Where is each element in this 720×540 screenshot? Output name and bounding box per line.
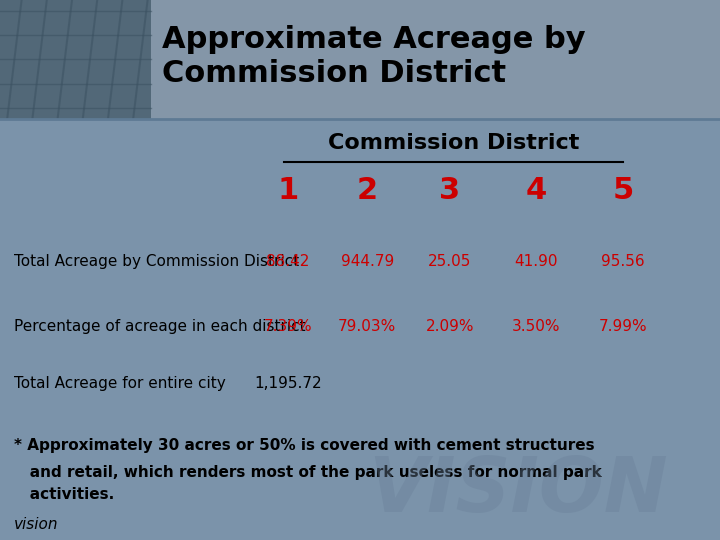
Text: 7.99%: 7.99%	[598, 319, 647, 334]
Text: 95.56: 95.56	[601, 254, 644, 269]
Text: 79.03%: 79.03%	[338, 319, 396, 334]
Text: Total Acreage for entire city: Total Acreage for entire city	[14, 376, 226, 391]
Text: 3.50%: 3.50%	[512, 319, 561, 334]
Text: 1: 1	[277, 176, 299, 205]
Text: Commission District: Commission District	[328, 133, 580, 153]
Text: 7.39%: 7.39%	[264, 319, 312, 334]
Text: 944.79: 944.79	[341, 254, 394, 269]
Text: 41.90: 41.90	[515, 254, 558, 269]
Text: 2.09%: 2.09%	[426, 319, 474, 334]
Bar	[0, 0, 151, 119]
Text: 88.42: 88.42	[266, 254, 310, 269]
Text: 5: 5	[612, 176, 634, 205]
Bar	[0, 0, 720, 119]
Text: * Approximately 30 acres or 50% is covered with cement structures: * Approximately 30 acres or 50% is cover…	[14, 438, 595, 453]
Text: 25.05: 25.05	[428, 254, 472, 269]
Text: 4: 4	[526, 176, 547, 205]
Text: and retail, which renders most of the park useless for normal park: and retail, which renders most of the pa…	[14, 465, 602, 480]
Text: VISION: VISION	[369, 454, 668, 529]
Text: activities.: activities.	[14, 487, 114, 502]
Text: Approximate Acreage by
Commission District: Approximate Acreage by Commission Distri…	[162, 25, 585, 88]
Text: 1,195.72: 1,195.72	[254, 376, 322, 391]
Text: 3: 3	[439, 176, 461, 205]
Text: Percentage of acreage in each district: Percentage of acreage in each district	[14, 319, 306, 334]
Text: 2: 2	[356, 176, 378, 205]
Text: Total Acreage by Commission District: Total Acreage by Commission District	[14, 254, 300, 269]
Text: vision: vision	[14, 517, 59, 532]
